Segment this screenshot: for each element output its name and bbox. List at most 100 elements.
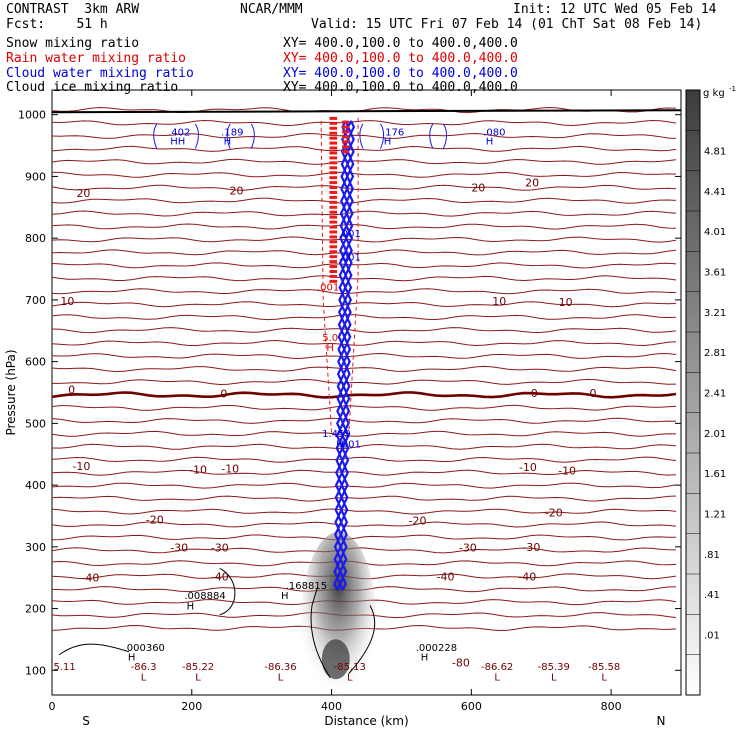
colorbar-label: .41 (704, 590, 720, 601)
isotherm-label: 20 (230, 185, 244, 198)
extremum-label: L (347, 672, 353, 683)
extremum-label: .189 (221, 127, 243, 138)
isotherm-label: -30 (211, 541, 229, 554)
y-tick-label: 900 (25, 170, 46, 183)
extremum-label: H (224, 137, 232, 148)
isotherm-label: -20 (545, 506, 563, 519)
cloud-water-contour (359, 123, 364, 149)
y-tick-label: 700 (25, 294, 46, 307)
colorbar-label: 1.61 (704, 469, 726, 480)
y-tick-label: 300 (25, 541, 46, 554)
isotherm-line (51, 521, 677, 528)
isotherm-line (51, 145, 677, 152)
y-tick-label: 400 (25, 479, 46, 492)
isotherm-line (51, 223, 677, 230)
extremum-label: .000228 (416, 643, 457, 654)
isotherm-line (51, 365, 677, 373)
extremum-label: L (494, 672, 500, 683)
extremum-label: .402 (168, 127, 190, 138)
extremum-label: L (141, 672, 147, 683)
isotherm-line (51, 456, 677, 463)
colorbar-unit: g kg (703, 88, 725, 99)
field-xy: XY= 400.0,100.0 to 400.0,400.0 (283, 80, 518, 95)
isotherm-line (51, 158, 677, 165)
field-xy: XY= 400.0,100.0 to 400.0,400.0 (283, 66, 518, 81)
isotherm-label: -10 (72, 460, 90, 473)
isotherm-label: 0 (68, 383, 75, 396)
isotherm-label: -10 (519, 461, 537, 474)
cloud-water-contour (250, 123, 255, 149)
snow-core (321, 639, 350, 680)
y-tick-label: 200 (25, 603, 46, 616)
extremum-label: .008884 (184, 591, 225, 602)
colorbar-label: 2.01 (704, 429, 726, 440)
extremum-label: .176 (382, 127, 404, 138)
y-axis-label: Pressure (hPa) (4, 349, 18, 435)
y-tick-label: 1000 (18, 109, 46, 122)
isotherm-line (51, 430, 677, 437)
extremum-label: -85.39 (538, 662, 570, 673)
extremum-label: -86.62 (481, 662, 513, 673)
cloud-ice-contour (310, 586, 331, 678)
orientation-north: N (657, 714, 666, 728)
isotherm-label: 20 (471, 182, 485, 195)
extremum-label: H (421, 653, 429, 664)
isotherm-line (51, 197, 677, 204)
plot-frame (51, 89, 682, 696)
extremum-label: H (128, 653, 136, 664)
x-tick-label: 200 (181, 700, 202, 713)
zero-isotherm (51, 391, 677, 399)
colorbar-label: 3.21 (704, 308, 726, 319)
snow-contour (58, 643, 130, 656)
isotherm-label: -20 (146, 514, 164, 527)
isotherm-line (51, 534, 677, 541)
extremum-label: -85.58 (588, 662, 620, 673)
isotherm-label: -10 (558, 464, 576, 477)
isotherm-line (51, 301, 677, 308)
snow-plume (300, 532, 377, 717)
isotherm-line (51, 508, 677, 515)
extremum-label: L (551, 672, 557, 683)
extremum-label: .001 (339, 440, 361, 451)
colorbar-label: .01 (704, 631, 720, 642)
forecast-hour: Fcst: 51 h (6, 17, 108, 32)
isotherm-label: -40 (211, 570, 229, 583)
field-name: Cloud ice mixing ratio (6, 80, 179, 95)
extremum-label: H (336, 440, 344, 451)
extremum-label: L (278, 672, 284, 683)
isotherm-line (51, 327, 677, 334)
isotherm-label: -10 (221, 462, 239, 475)
isotherm-label: 0 (531, 387, 538, 400)
extremum-label: -85.22 (182, 662, 214, 673)
extremum-label: H (281, 591, 289, 602)
cloud-water-contour (226, 123, 231, 149)
isotherm-label: -40 (436, 570, 454, 583)
isotherm-line (51, 249, 677, 256)
init-time: Init: 12 UTC Wed 05 Feb 14 (513, 2, 717, 17)
extremum-label: L (195, 672, 201, 683)
isotherm-label: 0 (220, 388, 227, 401)
cloud-water-contour (194, 123, 199, 149)
isotherm-line (51, 547, 677, 554)
isotherm-label: 10 (559, 296, 573, 309)
isotherm-line (51, 482, 677, 489)
x-tick-label: 0 (49, 700, 56, 713)
model-title: CONTRAST 3km ARW (6, 2, 140, 17)
colorbar-label: 4.01 (704, 227, 726, 238)
field-name: Snow mixing ratio (6, 36, 140, 51)
extremum-label: 1.459 (322, 429, 351, 440)
isotherm-line (51, 184, 677, 191)
extremum-label: .168815 (286, 581, 327, 592)
isotherm-label: -10 (189, 464, 207, 477)
isotherm-line (52, 378, 677, 386)
x-tick-label: 600 (461, 700, 482, 713)
colorbar-label: 2.41 (704, 389, 726, 400)
isotherm-line (51, 417, 677, 424)
isotherm-label: 0 (589, 387, 596, 400)
extremum-label: HH (170, 137, 185, 148)
isotherm-line (51, 443, 677, 450)
isotherm-line (51, 352, 677, 360)
orientation-south: S (82, 714, 90, 728)
